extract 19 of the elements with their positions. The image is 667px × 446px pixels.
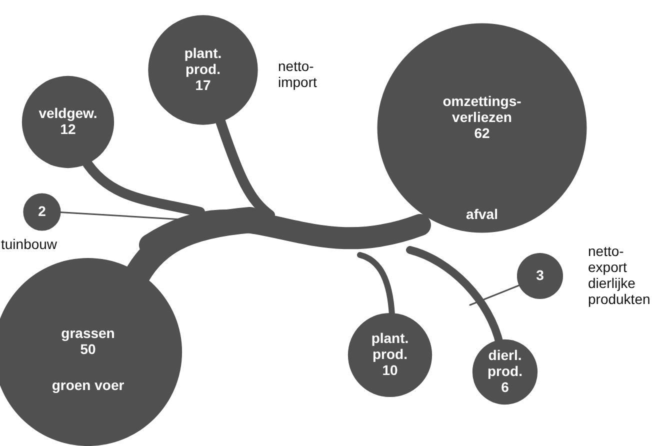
data-label: 17 [195, 76, 211, 93]
data-label: 62 [474, 124, 490, 141]
text: afval [466, 206, 498, 222]
data-label: 6 [501, 378, 510, 395]
data-label: 2 [38, 202, 46, 219]
data-label: 3 [536, 266, 544, 283]
category-label: tuinbouw [1, 236, 58, 252]
category-label: dierl. prod. [488, 346, 522, 379]
data-label: 10 [382, 362, 398, 378]
category-label: veldgew. [38, 104, 98, 121]
text: netto-import [278, 58, 318, 90]
category-label: grassen [61, 324, 115, 341]
data-label: 50 [80, 340, 96, 357]
category-label: plant. prod. [184, 44, 222, 77]
category-label: omzettings-verliezen [442, 92, 522, 125]
category-label: netto-export dierlijke produkten [588, 242, 650, 307]
data-label: 12 [60, 120, 76, 137]
category-label: plant. prod. [371, 330, 409, 362]
text: groen voer [52, 376, 125, 393]
